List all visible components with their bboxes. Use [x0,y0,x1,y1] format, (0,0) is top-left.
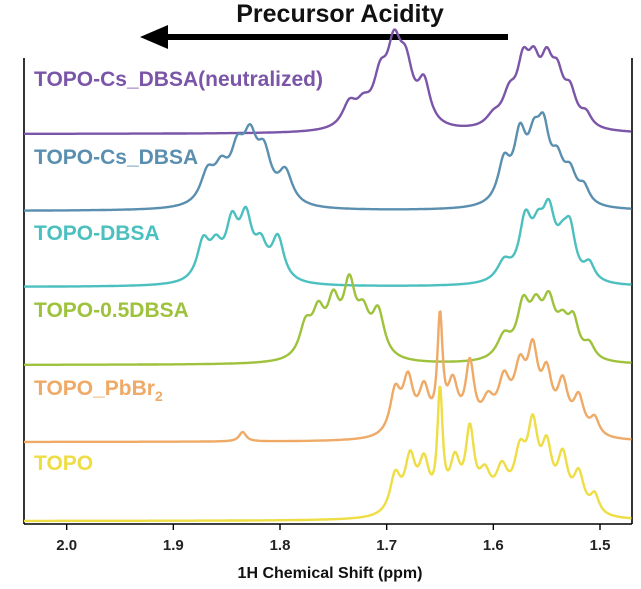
x-tick-label: 1.5 [590,537,611,554]
spectrum-line [23,273,632,366]
x-tick-label: 1.8 [270,537,291,554]
series-label: TOPO-0.5DBSA [34,299,189,322]
x-tick-label: 1.7 [376,537,397,554]
series-label: TOPO-Cs_DBSA(neutralized) [34,68,323,91]
precursor-acidity-label: Precursor Acidity [236,0,444,28]
x-tick-label: 1.9 [163,537,184,554]
spectrum-line [23,310,632,444]
acidity-arrow [140,25,508,49]
series-label: TOPO-DBSA [34,222,160,245]
x-tick-label: 2.0 [56,537,77,554]
x-tick-label: 1.6 [483,537,504,554]
x-ticks: 2.0 1.9 1.8 1.7 1.6 1.5 [56,524,610,554]
spectrum-line [23,197,632,288]
spectrum-traces [23,28,632,523]
spectrum-line [23,111,632,212]
spectrum-line [23,28,632,135]
spectrum-line [23,385,632,523]
series-label: TOPO [34,452,93,475]
series-label: TOPO-Cs_DBSA [34,146,198,169]
series-label: TOPO_PbBr2 [34,377,163,404]
x-axis-title: 1H Chemical Shift (ppm) [238,565,423,582]
series-labels: TOPO-Cs_DBSA(neutralized) TOPO-Cs_DBSA TOP… [34,68,323,475]
